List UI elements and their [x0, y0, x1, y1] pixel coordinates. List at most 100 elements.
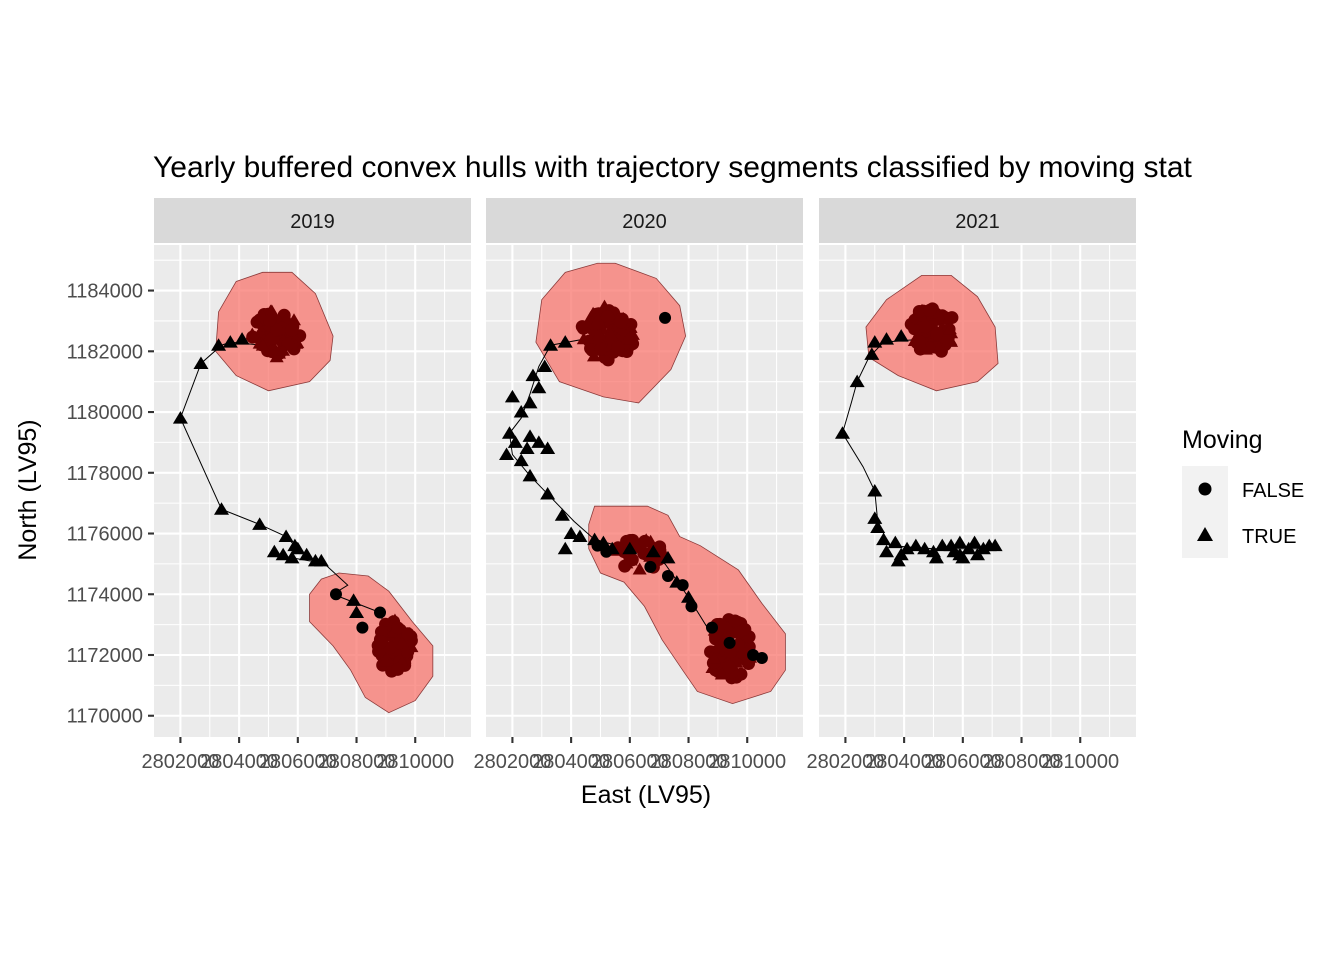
point-stationary [755, 652, 768, 665]
cluster-point [707, 651, 722, 664]
point-moving [513, 405, 529, 418]
point-moving [543, 338, 559, 351]
point-moving [645, 544, 661, 558]
point-moving [284, 550, 300, 564]
point-moving [867, 511, 883, 524]
point-stationary [329, 588, 342, 601]
point-moving [887, 535, 903, 549]
point-moving [870, 520, 886, 533]
point-moving [504, 389, 520, 403]
x-tick-label: 2802000 [141, 751, 219, 773]
cluster-point [912, 334, 926, 348]
point-stationary [659, 311, 672, 324]
x-axis-title: East (LV95) [581, 781, 711, 809]
legend-key-circle [1198, 482, 1212, 496]
point-moving [531, 380, 547, 394]
point-stationary [644, 560, 657, 573]
point-cluster-north [575, 299, 640, 367]
point-moving [660, 550, 676, 564]
point-stationary [706, 621, 719, 634]
point-moving [622, 541, 638, 555]
point-stationary [723, 636, 736, 649]
point-moving [876, 532, 892, 546]
cluster-point [391, 662, 405, 676]
cluster-point [395, 635, 410, 648]
point-moving [522, 395, 538, 409]
y-tick-label: 1178000 [67, 463, 143, 485]
cluster-point [374, 625, 388, 639]
cluster-point [632, 562, 647, 575]
point-moving [604, 541, 620, 555]
point-moving [278, 529, 294, 543]
point-moving [849, 374, 865, 388]
legend-key-triangle [1197, 527, 1213, 541]
point-moving [501, 426, 517, 439]
cluster-point [714, 667, 729, 680]
point-moving [540, 487, 556, 500]
point-moving [525, 368, 541, 382]
point-moving [587, 532, 603, 546]
x-tick-label: 2806000 [924, 751, 1002, 773]
cluster-point [722, 660, 736, 674]
point-moving [955, 550, 971, 564]
point-cluster-north [904, 302, 959, 358]
point-moving [275, 547, 291, 561]
x-tick-label: 2804000 [200, 751, 278, 773]
point-moving [987, 538, 1003, 552]
cluster-point [930, 327, 944, 341]
point-moving [669, 575, 685, 588]
cluster-point [611, 340, 625, 354]
facet-strip-label: 2019 [290, 211, 335, 233]
point-moving [211, 338, 227, 351]
point-moving [967, 535, 983, 549]
legend-title: Moving [1182, 426, 1263, 454]
cluster-point [285, 323, 299, 337]
cluster-point [401, 627, 415, 641]
y-tick-label: 1176000 [67, 524, 143, 546]
point-moving [917, 541, 933, 555]
x-tick-label: 2804000 [532, 751, 610, 773]
point-moving [507, 435, 523, 448]
cluster-point [255, 338, 270, 351]
point-moving [563, 526, 579, 540]
cluster-point [604, 328, 619, 341]
point-moving [172, 411, 188, 424]
y-tick-label: 1180000 [67, 402, 143, 424]
point-moving [522, 468, 538, 482]
y-tick-label: 1182000 [67, 341, 143, 363]
x-tick-label: 2804000 [865, 751, 943, 773]
cluster-point [276, 343, 291, 356]
point-cluster-south [704, 613, 758, 685]
cluster-point [597, 299, 612, 312]
point-moving [867, 335, 883, 348]
point-moving [890, 553, 906, 567]
cluster-point [912, 304, 926, 318]
facet-strip-label: 2021 [955, 211, 1000, 233]
cluster-point [591, 312, 606, 325]
point-stationary [356, 621, 369, 634]
plot-title: Yearly buffered convex hulls with trajec… [153, 151, 1193, 184]
cluster-point [245, 327, 260, 340]
point-moving [557, 335, 573, 348]
cluster-point [923, 303, 937, 317]
buffered-hull-south [309, 572, 434, 714]
point-moving [893, 329, 909, 342]
y-axis-title: North (LV95) [14, 419, 42, 560]
point-moving [557, 541, 573, 555]
point-moving [266, 544, 282, 558]
cluster-point [732, 625, 746, 639]
point-moving [346, 593, 362, 606]
cluster-point [378, 654, 393, 667]
point-moving [513, 453, 529, 467]
point-moving [349, 605, 365, 618]
point-moving [879, 332, 895, 345]
cluster-point [263, 313, 277, 327]
point-moving [908, 538, 924, 552]
facet-strip [154, 198, 471, 243]
legend-label-false: FALSE [1242, 480, 1304, 502]
point-moving [234, 332, 250, 345]
facet-strip [486, 198, 803, 243]
point-moving [572, 529, 588, 543]
point-moving [499, 447, 515, 461]
y-axis: 1170000 1172000 1174000 1176000 1178000 11800… [67, 281, 154, 728]
